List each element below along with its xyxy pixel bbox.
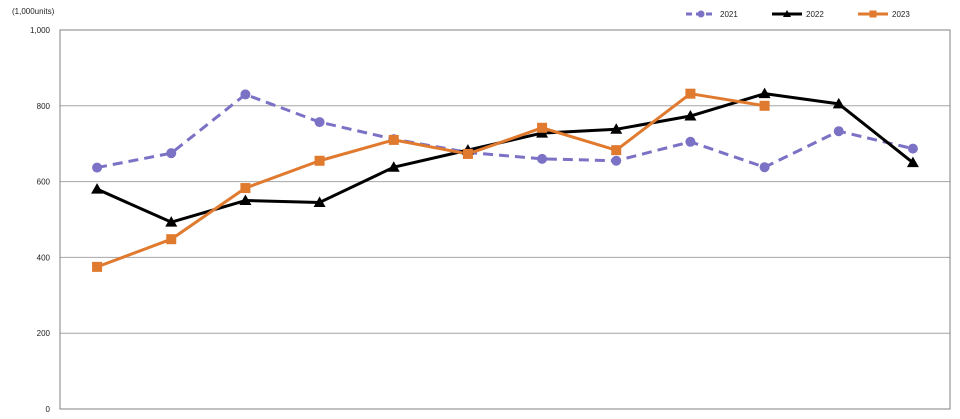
y-tick-label: 200: [37, 329, 51, 338]
y-tick-label: 1,000: [30, 26, 51, 35]
data-point-2021: [240, 89, 251, 100]
series-line-2021: [96, 92, 914, 170]
data-point-2021: [907, 143, 918, 154]
data-point-2021: [833, 126, 844, 137]
legend-label-2023: 2023: [892, 10, 910, 19]
grid-lines: [60, 105, 950, 334]
series-line-2023: [96, 92, 765, 269]
legend: 2021 2022 2023: [686, 10, 910, 19]
data-point-2023: [462, 148, 473, 159]
y-axis-ticks: 0 200 400 600 800 1,000: [30, 26, 51, 414]
data-point-2021: [759, 162, 770, 173]
data-point-2023: [685, 88, 696, 99]
data-point-2023: [388, 134, 399, 145]
data-point-2022: [387, 161, 400, 172]
data-point-2021: [611, 155, 622, 166]
data-point-2022: [165, 216, 178, 227]
data-point-2021: [92, 162, 103, 173]
legend-marker-2021: [697, 10, 705, 18]
y-tick-label: 800: [37, 102, 51, 111]
data-point-2022: [758, 87, 771, 99]
data-point-2023: [92, 261, 103, 272]
series-markers: [91, 87, 919, 272]
data-point-2022: [610, 123, 623, 134]
y-tick-label: 400: [37, 253, 51, 262]
data-point-2022: [684, 110, 697, 121]
data-point-2021: [537, 153, 548, 164]
y-tick-label: 600: [37, 178, 51, 187]
data-point-2021: [685, 136, 696, 147]
data-point-2021: [166, 148, 177, 159]
data-point-2021: [314, 117, 325, 128]
series-line-2022: [96, 92, 914, 224]
legend-label-2022: 2022: [806, 10, 824, 19]
legend-label-2021: 2021: [720, 10, 738, 19]
legend-marker-2022: [783, 10, 791, 17]
data-point-2023: [240, 183, 251, 194]
data-point-2022: [239, 194, 252, 206]
data-point-2022: [313, 196, 326, 207]
data-point-2023: [759, 100, 770, 111]
y-tick-label: 0: [46, 405, 51, 414]
data-point-2022: [91, 183, 104, 194]
plot-area: [59, 29, 951, 410]
data-point-2022: [832, 97, 845, 109]
y-unit-label: (1,000units): [12, 7, 55, 16]
data-point-2022: [906, 156, 919, 168]
data-point-2023: [611, 145, 622, 156]
data-point-2023: [166, 234, 177, 245]
data-point-2023: [537, 122, 548, 133]
data-point-2023: [314, 155, 325, 166]
series-lines: [96, 92, 914, 269]
legend-marker-2023: [869, 10, 877, 18]
